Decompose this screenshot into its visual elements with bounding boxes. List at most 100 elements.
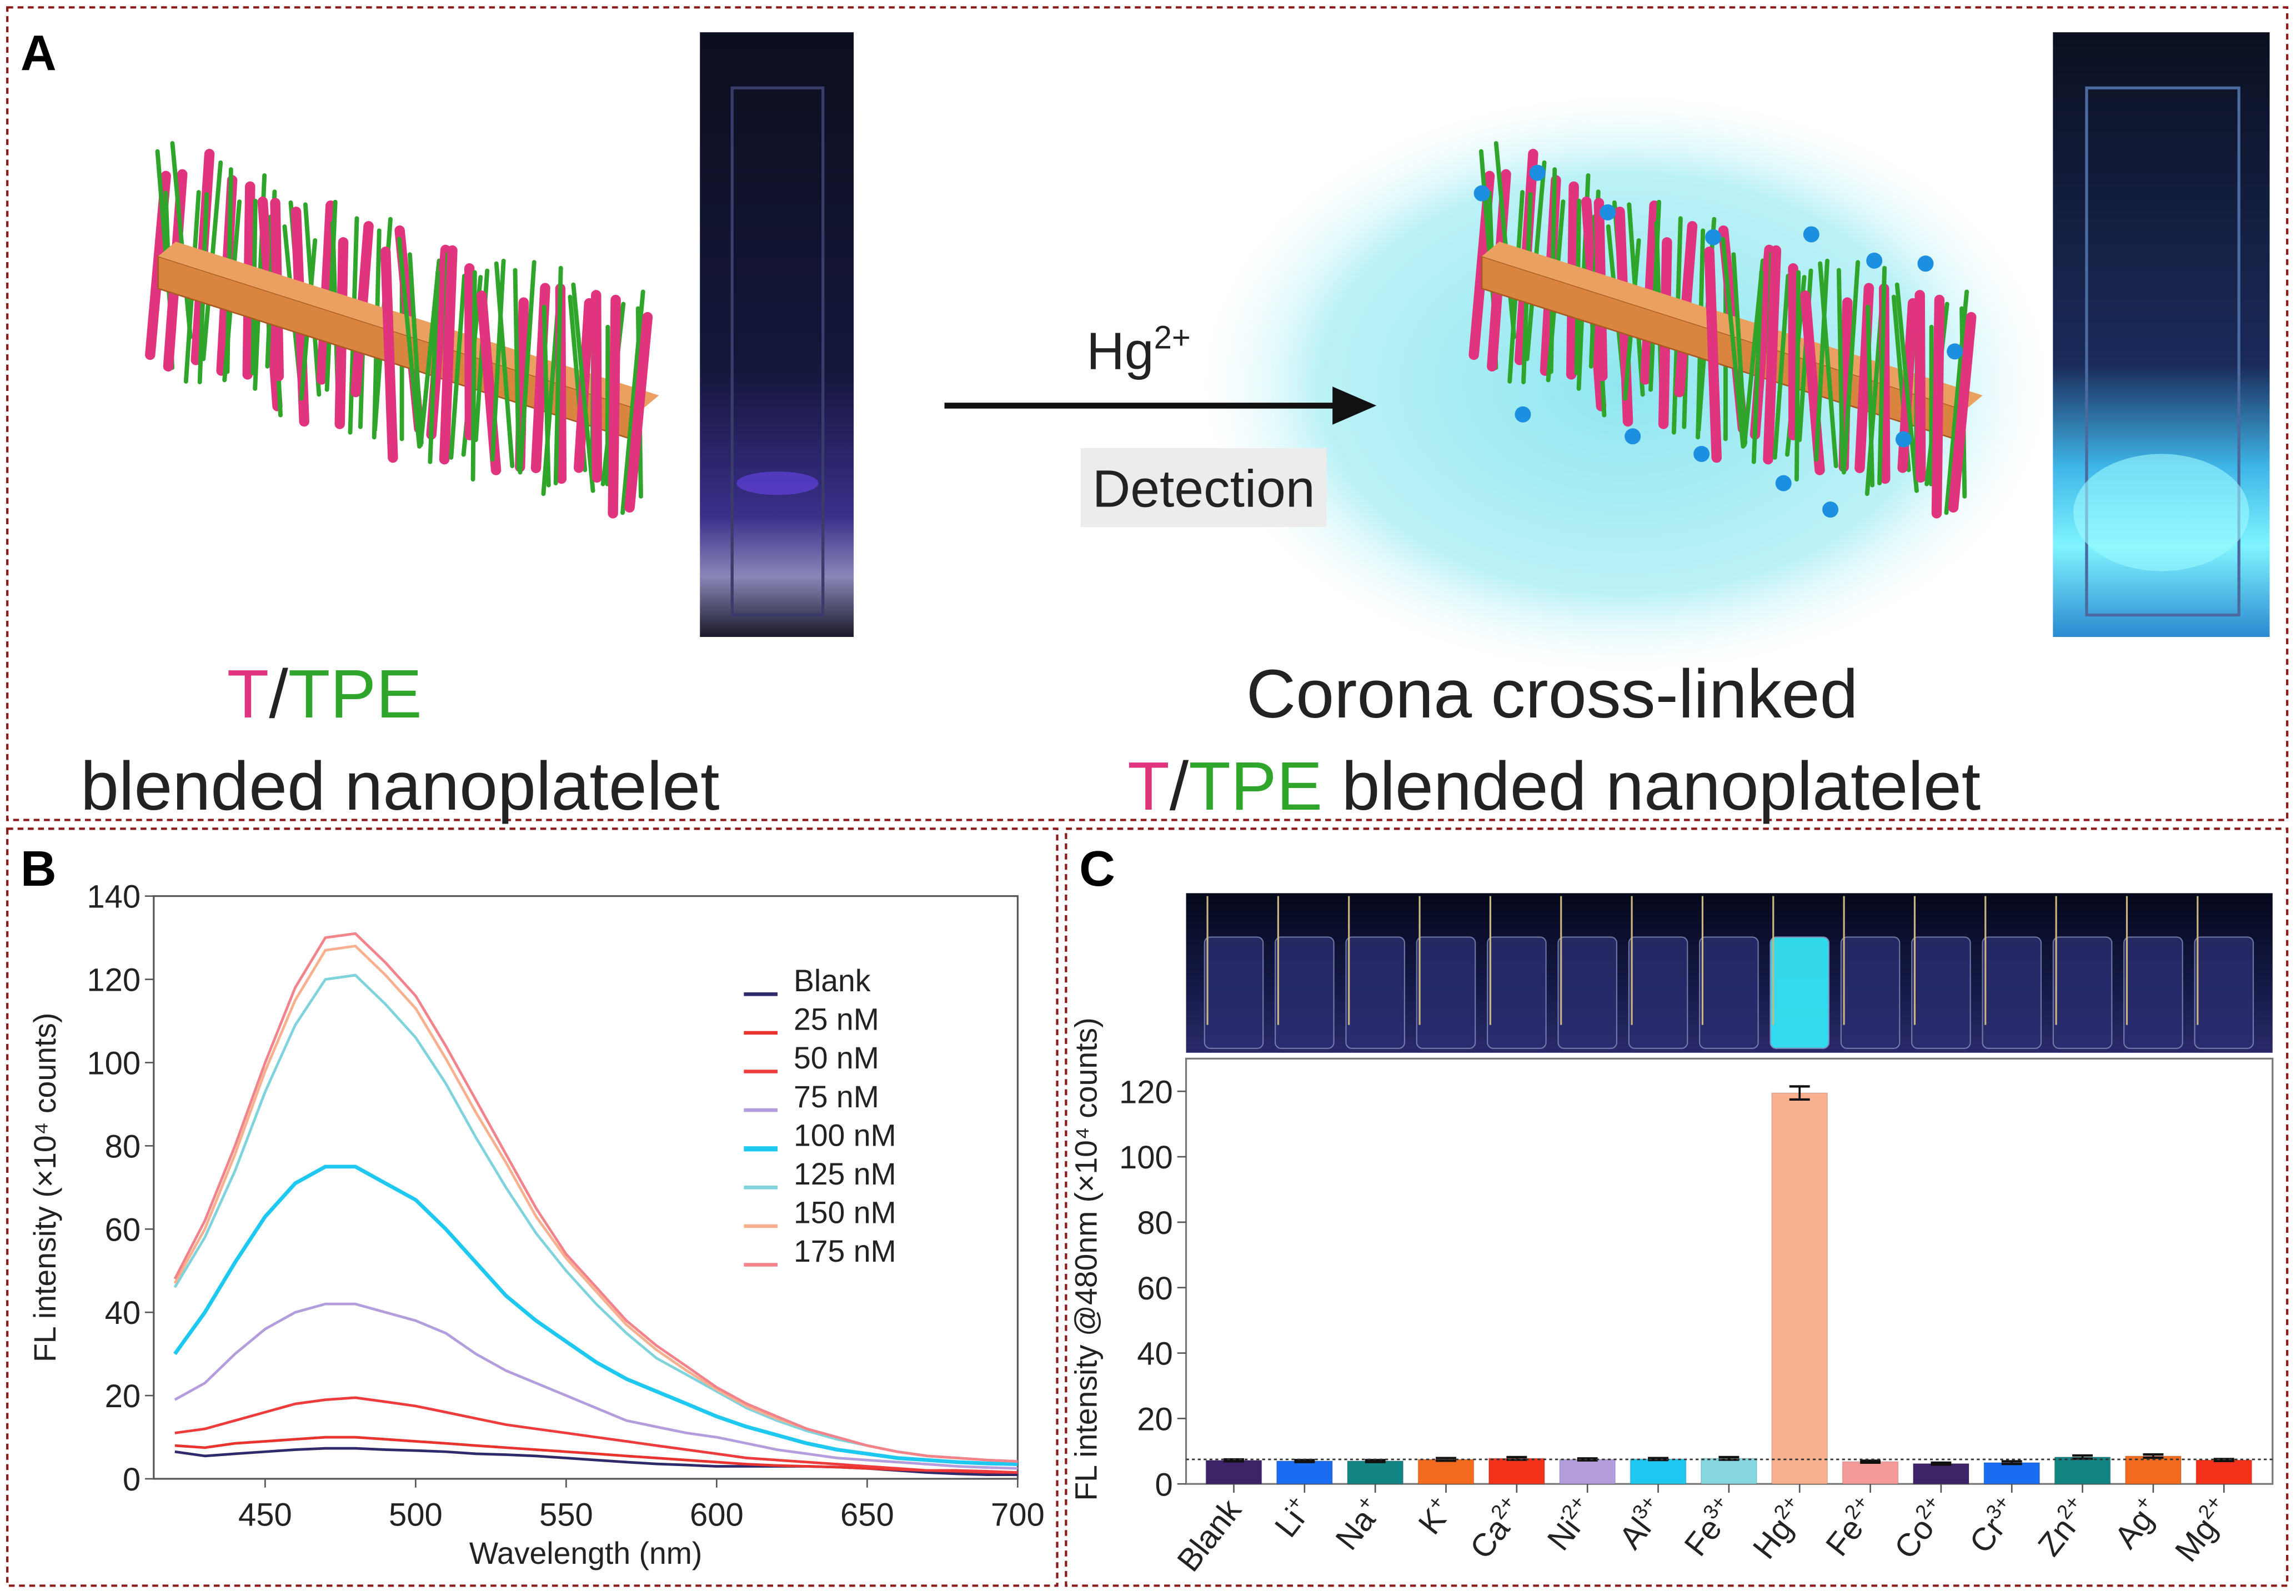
hg-ion-dot: [1917, 255, 1934, 272]
bar-blank: [1205, 1459, 1262, 1484]
tpe-rod: [1772, 273, 1791, 460]
tpe-rod: [1877, 265, 1887, 485]
ion-symbol: Ag: [2108, 1502, 2160, 1555]
vial-photo-after: [2053, 32, 2270, 637]
thymine-rod: [1704, 247, 1722, 463]
y-tick-label: 80: [105, 1128, 141, 1165]
hg-ion-dot: [1705, 229, 1722, 245]
y-tick-label: 100: [1119, 1140, 1173, 1176]
chart-b-ylabel: FL intensity (×10⁴ counts): [28, 1013, 62, 1362]
hg-ion-dot: [1822, 501, 1839, 518]
thymine-rod: [1948, 312, 1977, 513]
bar-co-2plus: [1913, 1463, 1969, 1484]
bar-hg-2plus: [1771, 1092, 1828, 1484]
left-caption-line1: T/TPE: [227, 656, 422, 732]
tpe-rod: [1731, 252, 1748, 445]
tpe-rod: [571, 282, 595, 493]
vial: [1982, 936, 2042, 1049]
x-tick-label: Fe2+: [1817, 1491, 1885, 1563]
legend-label: 125 nM: [794, 1157, 896, 1191]
y-tick-label: 40: [105, 1295, 141, 1331]
hg-ion-dot: [1775, 475, 1792, 491]
bar-fe-2plus: [1842, 1461, 1899, 1484]
bar-cr-3plus: [1983, 1462, 2041, 1484]
legend-label: 175 nM: [794, 1234, 896, 1268]
panel-b-label: B: [21, 841, 57, 896]
tpe-rod: [1794, 270, 1801, 482]
ion-symbol: Mg: [2168, 1511, 2224, 1569]
vial: [2123, 936, 2183, 1049]
thymine-rod: [380, 247, 398, 463]
detection-label: Detection: [1092, 459, 1315, 518]
thymine-rod: [464, 263, 475, 440]
thymine-rod: [1763, 245, 1782, 465]
legend-label: 25 nM: [794, 1002, 879, 1037]
vial: [1204, 936, 1264, 1049]
bar-ag-plus: [2125, 1456, 2182, 1484]
tpe-rod: [470, 270, 477, 482]
x-tick-label: 450: [238, 1497, 292, 1533]
x-tick-label: Blank: [1170, 1492, 1249, 1578]
right-caption-line1: Corona cross-linked: [1246, 656, 1858, 732]
panel-c-border: [1065, 827, 2289, 1587]
panel-c-label: C: [1079, 841, 1115, 896]
vial: [2052, 936, 2113, 1049]
x-tick-label: Cr3+: [1961, 1491, 2027, 1560]
detection-box: [1080, 448, 1327, 528]
y-tick-label: 40: [1137, 1336, 1173, 1372]
ion-symbol: Na: [1329, 1502, 1382, 1557]
tpe-rod: [490, 258, 506, 462]
series-line-75-nm: [174, 1302, 1018, 1470]
bar-mg-2plus: [2195, 1459, 2253, 1484]
ion-symbol: Li: [1268, 1502, 1312, 1544]
x-tick-label: Ag+: [2105, 1491, 2168, 1555]
tpe-rod: [1751, 270, 1764, 464]
y-tick-label: 120: [1119, 1074, 1173, 1110]
tpe-rod: [1721, 237, 1746, 449]
series-line-25-nm: [174, 1436, 1018, 1474]
panel-a-label: A: [21, 26, 57, 81]
hg-ions: [1473, 164, 1963, 518]
tpe-rod: [553, 265, 563, 485]
bar-na-plus: [1347, 1461, 1404, 1484]
legend-label: Blank: [794, 963, 871, 998]
bar-fe-3plus: [1701, 1458, 1757, 1484]
vial: [1416, 936, 1476, 1049]
bar-zn-2plus: [2054, 1457, 2111, 1484]
hg-ion-dot: [1600, 204, 1616, 220]
tpe-rod: [518, 260, 537, 475]
vial-photo-before: [700, 32, 854, 637]
tpe-rod: [1818, 261, 1838, 469]
x-tick-label: Mg2+: [2166, 1491, 2238, 1569]
nanoplatelet-left: [145, 141, 659, 519]
thymine-rod: [1788, 263, 1799, 440]
y-tick-label: 20: [1137, 1401, 1173, 1437]
legend-label: 150 nM: [794, 1196, 896, 1230]
y-tick-label: 60: [105, 1212, 141, 1248]
hg-ion-dot: [1895, 431, 1912, 448]
ion-symbol: Co: [1887, 1511, 1941, 1565]
bar-li-plus: [1276, 1461, 1333, 1484]
x-tick-label: Al3+: [1610, 1491, 1673, 1556]
series-line-50-nm: [174, 1396, 1018, 1474]
panel-b: B 0 20 40 60 80 100 120 140 450 500 550 600 650 700 Bl…: [21, 841, 1045, 1570]
y-tick-label: 20: [105, 1378, 141, 1414]
vial: [1275, 936, 1335, 1049]
series-line-175-nm: [173, 932, 1018, 1463]
hg-ion-dot: [1515, 406, 1531, 423]
tpe-rod: [397, 237, 422, 449]
x-tick-label: Hg2+: [1744, 1491, 1814, 1566]
y-tick-label: 140: [87, 879, 141, 915]
hg-ion-dot: [1529, 164, 1546, 181]
x-tick-label: Ni2+: [1538, 1491, 1602, 1557]
vial: [2194, 936, 2254, 1049]
x-tick-label: 500: [389, 1497, 443, 1533]
ion-symbol: Cr: [1963, 1511, 2012, 1560]
legend-label: 50 nM: [794, 1041, 879, 1075]
tpe-rod: [408, 252, 424, 445]
right-caption-line2: T/TPE blended nanoplatelet: [1127, 748, 1981, 825]
bar-ni-2plus: [1559, 1459, 1616, 1484]
tpe-rod: [1493, 141, 1517, 339]
y-tick-label: 0: [123, 1462, 141, 1498]
